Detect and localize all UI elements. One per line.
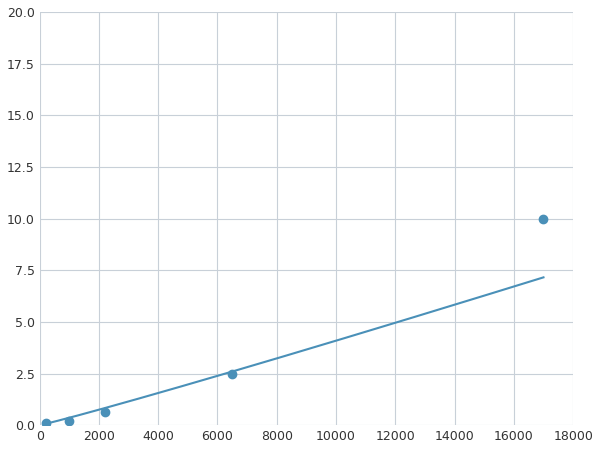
Point	[100, 408, 110, 415]
Point	[65, 417, 74, 424]
Point	[227, 370, 237, 377]
Point	[41, 419, 50, 427]
Point	[539, 215, 548, 222]
